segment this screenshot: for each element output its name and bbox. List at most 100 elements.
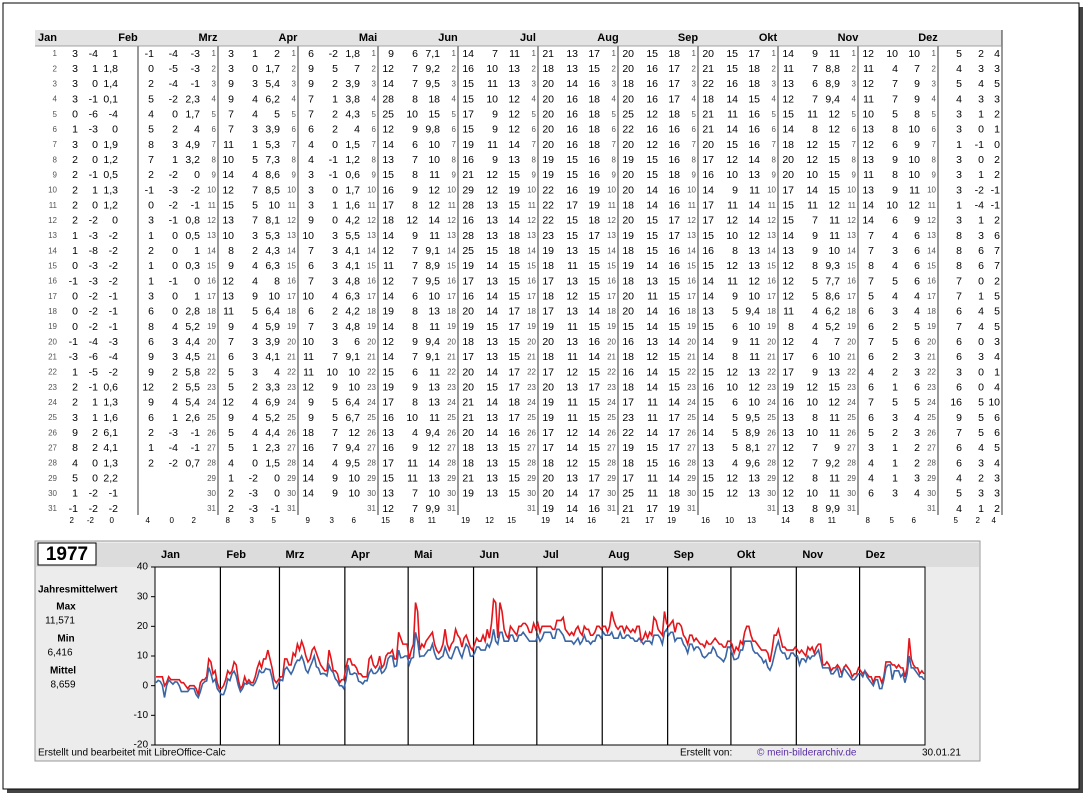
cell: 15 — [646, 457, 658, 469]
cell: 7 — [332, 351, 338, 363]
cell: 13 — [566, 48, 578, 60]
footer-link[interactable]: © mein-bilderarchiv.de — [757, 748, 857, 759]
cell: 4 — [892, 291, 898, 303]
cell: 5,2 — [825, 321, 840, 333]
cell: -2 — [89, 215, 98, 227]
cell: 4 — [252, 108, 258, 120]
day-number: 27 — [607, 444, 616, 453]
cell: 6 — [892, 139, 898, 151]
cell: 10 — [326, 366, 338, 378]
day-number: 30 — [207, 489, 216, 498]
day-number: 5 — [212, 110, 217, 119]
cell: 19 — [782, 382, 794, 394]
cell: 18 — [542, 457, 554, 469]
day-number: 22 — [287, 368, 296, 377]
cell: 2,6 — [185, 412, 200, 424]
cell: 14 — [748, 215, 760, 227]
day-number: 20 — [207, 337, 216, 346]
month-header: Dez — [918, 32, 938, 44]
day-number: 18 — [447, 307, 456, 316]
cell: 13 — [222, 291, 234, 303]
cell: 5 — [148, 93, 154, 105]
cell: 21 — [702, 108, 714, 120]
day-number: 14 — [527, 246, 536, 255]
cell: 20 — [622, 291, 634, 303]
cell: 8 — [788, 321, 794, 333]
day-number: 14 — [48, 246, 57, 255]
cell: 17 — [382, 199, 394, 211]
cell: -2 — [329, 48, 338, 60]
day-number: 16 — [207, 277, 216, 286]
day-number: 22 — [48, 368, 57, 377]
day-number: 1 — [852, 49, 857, 58]
cell: 4,8 — [345, 275, 360, 287]
day-number: 10 — [927, 186, 936, 195]
cell: 11 — [429, 321, 440, 333]
cell: 6 — [868, 306, 874, 318]
cell: 9,3 — [825, 260, 840, 272]
cell: 8 — [412, 199, 418, 211]
cell: 11 — [567, 260, 578, 272]
cell: 10 — [428, 154, 440, 166]
cell: 1,5 — [345, 139, 360, 151]
day-number: 12 — [287, 216, 296, 225]
cell: 13 — [748, 260, 760, 272]
day-number: 11 — [848, 201, 857, 210]
cell: 1 — [994, 124, 1000, 136]
day-number: 21 — [607, 353, 616, 362]
cell: 9 — [412, 382, 418, 394]
day-number: 15 — [367, 261, 376, 270]
cell: 11 — [727, 108, 738, 120]
cell: 2 — [252, 245, 258, 257]
cell: 7 — [148, 154, 154, 166]
day-number: 15 — [927, 261, 936, 270]
cell: 13 — [782, 503, 794, 515]
cell: 2 — [172, 124, 178, 136]
day-number: 24 — [687, 398, 696, 407]
cell: 3 — [308, 184, 314, 196]
cell: 7 — [994, 260, 1000, 272]
cell: 13 — [862, 124, 874, 136]
cell: 6,4 — [345, 397, 360, 409]
cell: 12 — [382, 336, 394, 348]
cell: -1 — [89, 382, 98, 394]
day-number: 30 — [287, 489, 296, 498]
day-number: 11 — [208, 201, 217, 210]
day-number: 19 — [927, 322, 936, 331]
cell: 18 — [588, 139, 600, 151]
cell: 28 — [462, 199, 474, 211]
cell: 13 — [382, 154, 394, 166]
cell: 14 — [806, 184, 818, 196]
cell: -2 — [109, 230, 118, 242]
day-number: 20 — [367, 337, 376, 346]
day-number: 19 — [687, 322, 696, 331]
cell: 12 — [566, 457, 578, 469]
cell: 2 — [332, 306, 338, 318]
cell: 1 — [72, 245, 78, 257]
cell: 17 — [668, 442, 680, 454]
cell: 20 — [462, 427, 474, 439]
cell: 17 — [622, 397, 634, 409]
cell: 11 — [829, 488, 840, 500]
cell: 1,6 — [103, 412, 118, 424]
cell: -3 — [191, 48, 200, 60]
cell: 13 — [222, 215, 234, 227]
cell: 20 — [622, 215, 634, 227]
cell: 8 — [732, 351, 738, 363]
cell: 10 — [908, 169, 920, 181]
day-number: 14 — [287, 246, 296, 255]
month-header: Okt — [759, 32, 778, 44]
day-number: 17 — [447, 292, 456, 301]
footer-cell: 12 — [485, 516, 494, 525]
day-number: 11 — [688, 201, 697, 210]
month-header: Sep — [678, 32, 698, 44]
day-number: 11 — [368, 201, 377, 210]
cell: 14 — [486, 366, 498, 378]
cell: 9,4 — [825, 93, 840, 105]
cell: 4,8 — [345, 321, 360, 333]
cell: 20 — [462, 306, 474, 318]
cell: 1,9 — [103, 139, 118, 151]
day-number: 3 — [612, 79, 617, 88]
cell: 10 — [748, 397, 760, 409]
day-number: 3 — [292, 79, 297, 88]
